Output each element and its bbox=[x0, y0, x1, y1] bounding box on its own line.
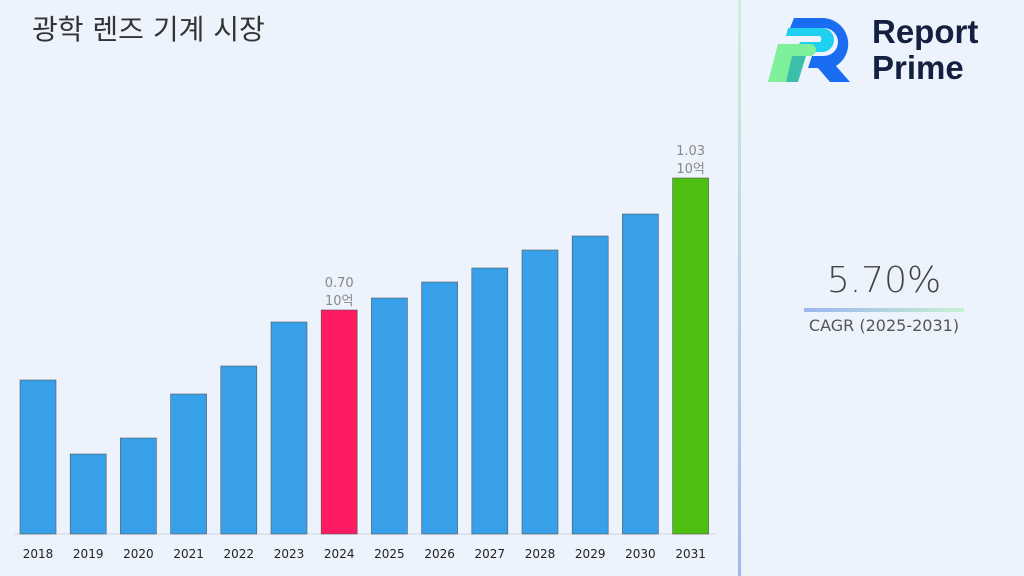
bar-2021 bbox=[170, 393, 207, 535]
x-tick-label: 2031 bbox=[675, 547, 706, 561]
x-tick-label: 2018 bbox=[23, 547, 54, 561]
bar-2029 bbox=[571, 235, 609, 535]
logo-line1: Report bbox=[872, 13, 979, 50]
cagr-label: CAGR (2025-2031) bbox=[808, 316, 960, 335]
x-tick-label: 2028 bbox=[525, 547, 556, 561]
x-tick-label: 2019 bbox=[73, 547, 104, 561]
logo-line2: Prime bbox=[872, 49, 964, 86]
data-label-unit: 10억 bbox=[676, 162, 705, 177]
bar-2023 bbox=[270, 321, 308, 535]
bar-2026 bbox=[421, 281, 458, 535]
bar-2027 bbox=[471, 267, 509, 535]
data-label-value: 0.70 bbox=[325, 276, 354, 291]
x-tick-label: 2025 bbox=[374, 547, 405, 561]
bar-2022 bbox=[220, 365, 258, 535]
bar-2028 bbox=[521, 249, 559, 535]
x-tick-label: 2027 bbox=[475, 547, 506, 561]
data-label-unit: 10억 bbox=[325, 294, 354, 309]
bar-2024 bbox=[320, 309, 358, 535]
x-tick-label: 2023 bbox=[274, 547, 305, 561]
x-tick-label: 2024 bbox=[324, 547, 355, 561]
bar-chart: 2018 2019 2020 2021 2022 2023 2024 0.70 10억 2025 2… bbox=[14, 144, 716, 561]
chart-title: 광학 렌즈 기계 시장 bbox=[32, 13, 265, 46]
divider bbox=[738, 0, 741, 576]
logo-text: Report Prime bbox=[872, 14, 978, 86]
bar-2025 bbox=[371, 297, 408, 535]
report-prime-logo-icon bbox=[768, 18, 850, 82]
x-tick-label: 2021 bbox=[173, 547, 204, 561]
bar-2020 bbox=[120, 437, 157, 535]
x-tick-label: 2022 bbox=[224, 547, 255, 561]
bar-2019 bbox=[69, 453, 107, 535]
data-label-value: 1.03 bbox=[676, 144, 705, 159]
cagr-value: 5.70% bbox=[826, 260, 942, 301]
bar-2030 bbox=[622, 213, 659, 535]
x-tick-label: 2020 bbox=[123, 547, 154, 561]
cagr-underline bbox=[804, 308, 964, 312]
x-tick-label: 2026 bbox=[424, 547, 455, 561]
bar-2018 bbox=[19, 379, 57, 535]
bar-2031 bbox=[672, 177, 709, 535]
x-tick-label: 2029 bbox=[575, 547, 606, 561]
x-tick-label: 2030 bbox=[625, 547, 656, 561]
